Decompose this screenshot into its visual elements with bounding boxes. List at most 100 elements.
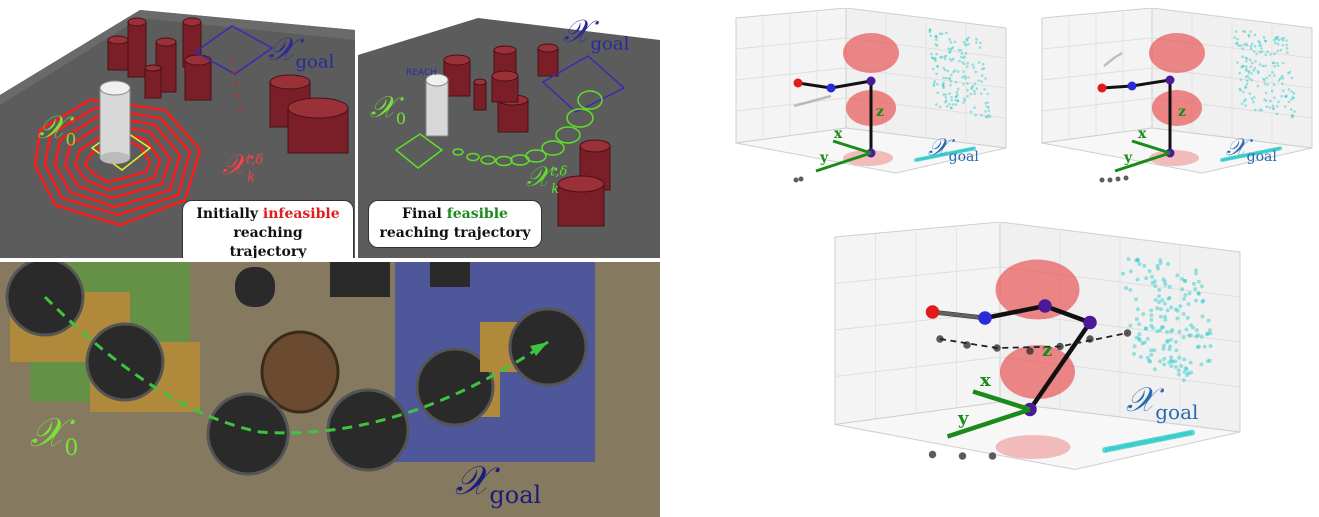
trajectory-point: [929, 451, 937, 459]
goal-cloud-point: [1133, 344, 1137, 348]
goal-cloud-point: [1137, 322, 1141, 326]
obstacle-ellipse: [1152, 90, 1202, 126]
goal-cloud-point: [1165, 330, 1169, 334]
goal-cloud-point: [1169, 329, 1173, 333]
goal-cloud-point: [1159, 261, 1163, 265]
goal-cloud-point: [1260, 109, 1263, 112]
goal-cloud-point: [1195, 328, 1199, 332]
goal-cloud-point: [1286, 51, 1289, 54]
arm-joint: [926, 305, 940, 319]
goal-cloud-point: [944, 58, 947, 61]
goal-cloud-point: [987, 114, 990, 117]
real-robot-photo: 𝒳0 𝒳goal: [0, 262, 660, 517]
goal-cloud-point: [1160, 325, 1164, 329]
goal-cloud-point: [1237, 44, 1240, 47]
goal-cloud-point: [1162, 362, 1166, 366]
goal-cloud-point: [1264, 40, 1267, 43]
goal-cloud-point: [961, 52, 964, 55]
axis-label-y: y: [1124, 150, 1132, 166]
goal-cloud-point: [1199, 362, 1203, 366]
goal-cloud-point: [1150, 318, 1154, 322]
goal-cloud-point: [929, 35, 932, 38]
reach-set-label: 𝒳t,δk: [526, 160, 559, 197]
goal-cloud-point: [1286, 47, 1289, 50]
goal-cloud-point: [1156, 264, 1160, 268]
goal-cloud-point: [1262, 78, 1265, 81]
goal-cloud-point: [981, 74, 984, 77]
goal-cloud-point: [1246, 44, 1249, 47]
obstacle-ellipse: [1149, 33, 1205, 73]
goal-cloud-point: [1152, 348, 1156, 352]
goal-cloud-point: [1208, 328, 1212, 332]
goal-cloud-point: [1282, 90, 1285, 93]
goal-cloud-point: [1168, 296, 1172, 300]
goal-cloud-point: [984, 110, 987, 113]
goal-cloud-point: [1254, 45, 1257, 48]
trajectory-point: [1108, 178, 1113, 183]
goal-cloud-point: [1249, 59, 1252, 62]
goal-cloud-point: [1183, 279, 1187, 283]
goal-cloud-point: [1137, 332, 1141, 336]
goal-cloud-point: [955, 81, 958, 84]
goal-cloud-point: [1244, 87, 1247, 90]
goal-cloud-point: [1236, 61, 1239, 64]
goal-cloud-point: [1175, 317, 1179, 321]
arm-joint: [978, 311, 992, 325]
goal-cloud-point: [1197, 291, 1201, 295]
goal-cloud-point: [1168, 347, 1172, 351]
goal-cloud-point: [1248, 92, 1251, 95]
goal-cloud-point: [1184, 366, 1188, 370]
goal-cloud-point: [983, 88, 986, 91]
axis-label-z: z: [876, 104, 884, 120]
goal-cloud-point: [1169, 358, 1173, 362]
goal-cloud-point: [973, 92, 976, 95]
goal-cloud-point: [1189, 361, 1193, 365]
goal-cloud-point: [948, 92, 951, 95]
goal-cloud-point: [934, 57, 937, 60]
goal-cloud-point: [1266, 83, 1269, 86]
goal-cloud-point: [1239, 88, 1242, 91]
goal-cloud-point: [942, 77, 945, 80]
goal-cloud-point: [1250, 72, 1253, 75]
goal-cloud-point: [1127, 257, 1131, 261]
goal-cloud-point: [935, 53, 938, 56]
goal-cloud-point: [1163, 302, 1167, 306]
plot3d-small-1: x y z 𝒳goal: [726, 8, 1016, 218]
goal-cloud-point: [1144, 326, 1148, 330]
goal-cloud-point: [1157, 294, 1161, 298]
goal-cloud-point: [1153, 367, 1157, 371]
goal-cloud-point: [966, 65, 969, 68]
obstacle-ellipse: [1000, 345, 1075, 399]
goal-cloud-point: [1248, 71, 1251, 74]
trajectory-point: [1116, 177, 1121, 182]
goal-cloud-point: [982, 63, 985, 66]
reach-text: REACH: [406, 68, 437, 78]
plot3d-small-2: x y z 𝒳goal: [1032, 8, 1319, 218]
goal-cloud-point: [1285, 95, 1288, 98]
goal-cloud-point: [935, 38, 938, 41]
goal-cloud-point: [1186, 316, 1190, 320]
goal-cloud-point: [1129, 269, 1133, 273]
goal-cloud-point: [966, 82, 969, 85]
goal-cloud-point: [1149, 313, 1153, 317]
goal-cloud-point: [1209, 344, 1213, 348]
goal-cloud-point: [1276, 36, 1279, 39]
goal-cloud-point: [930, 53, 933, 56]
goal-cloud-point: [954, 41, 957, 44]
goal-cloud-point: [971, 63, 974, 66]
goal-cloud-point: [1293, 110, 1296, 113]
goal-cloud-point: [1257, 85, 1260, 88]
goal-cloud-point: [1241, 66, 1244, 69]
goal-cloud-point: [1203, 345, 1207, 349]
goal-cloud-point: [975, 71, 978, 74]
goal-cloud-point: [1166, 262, 1170, 266]
goal-cloud-point: [963, 99, 966, 102]
goal-cloud-point: [965, 44, 968, 47]
goal-cloud-point: [1285, 39, 1288, 42]
goal-cloud-point: [935, 72, 938, 75]
goal-cloud-point: [958, 49, 961, 52]
goal-cloud-point: [1201, 299, 1205, 303]
goal-cloud-point: [1143, 341, 1147, 345]
goal-shadow-point: [1278, 146, 1282, 150]
goal-cloud-point: [950, 74, 953, 77]
